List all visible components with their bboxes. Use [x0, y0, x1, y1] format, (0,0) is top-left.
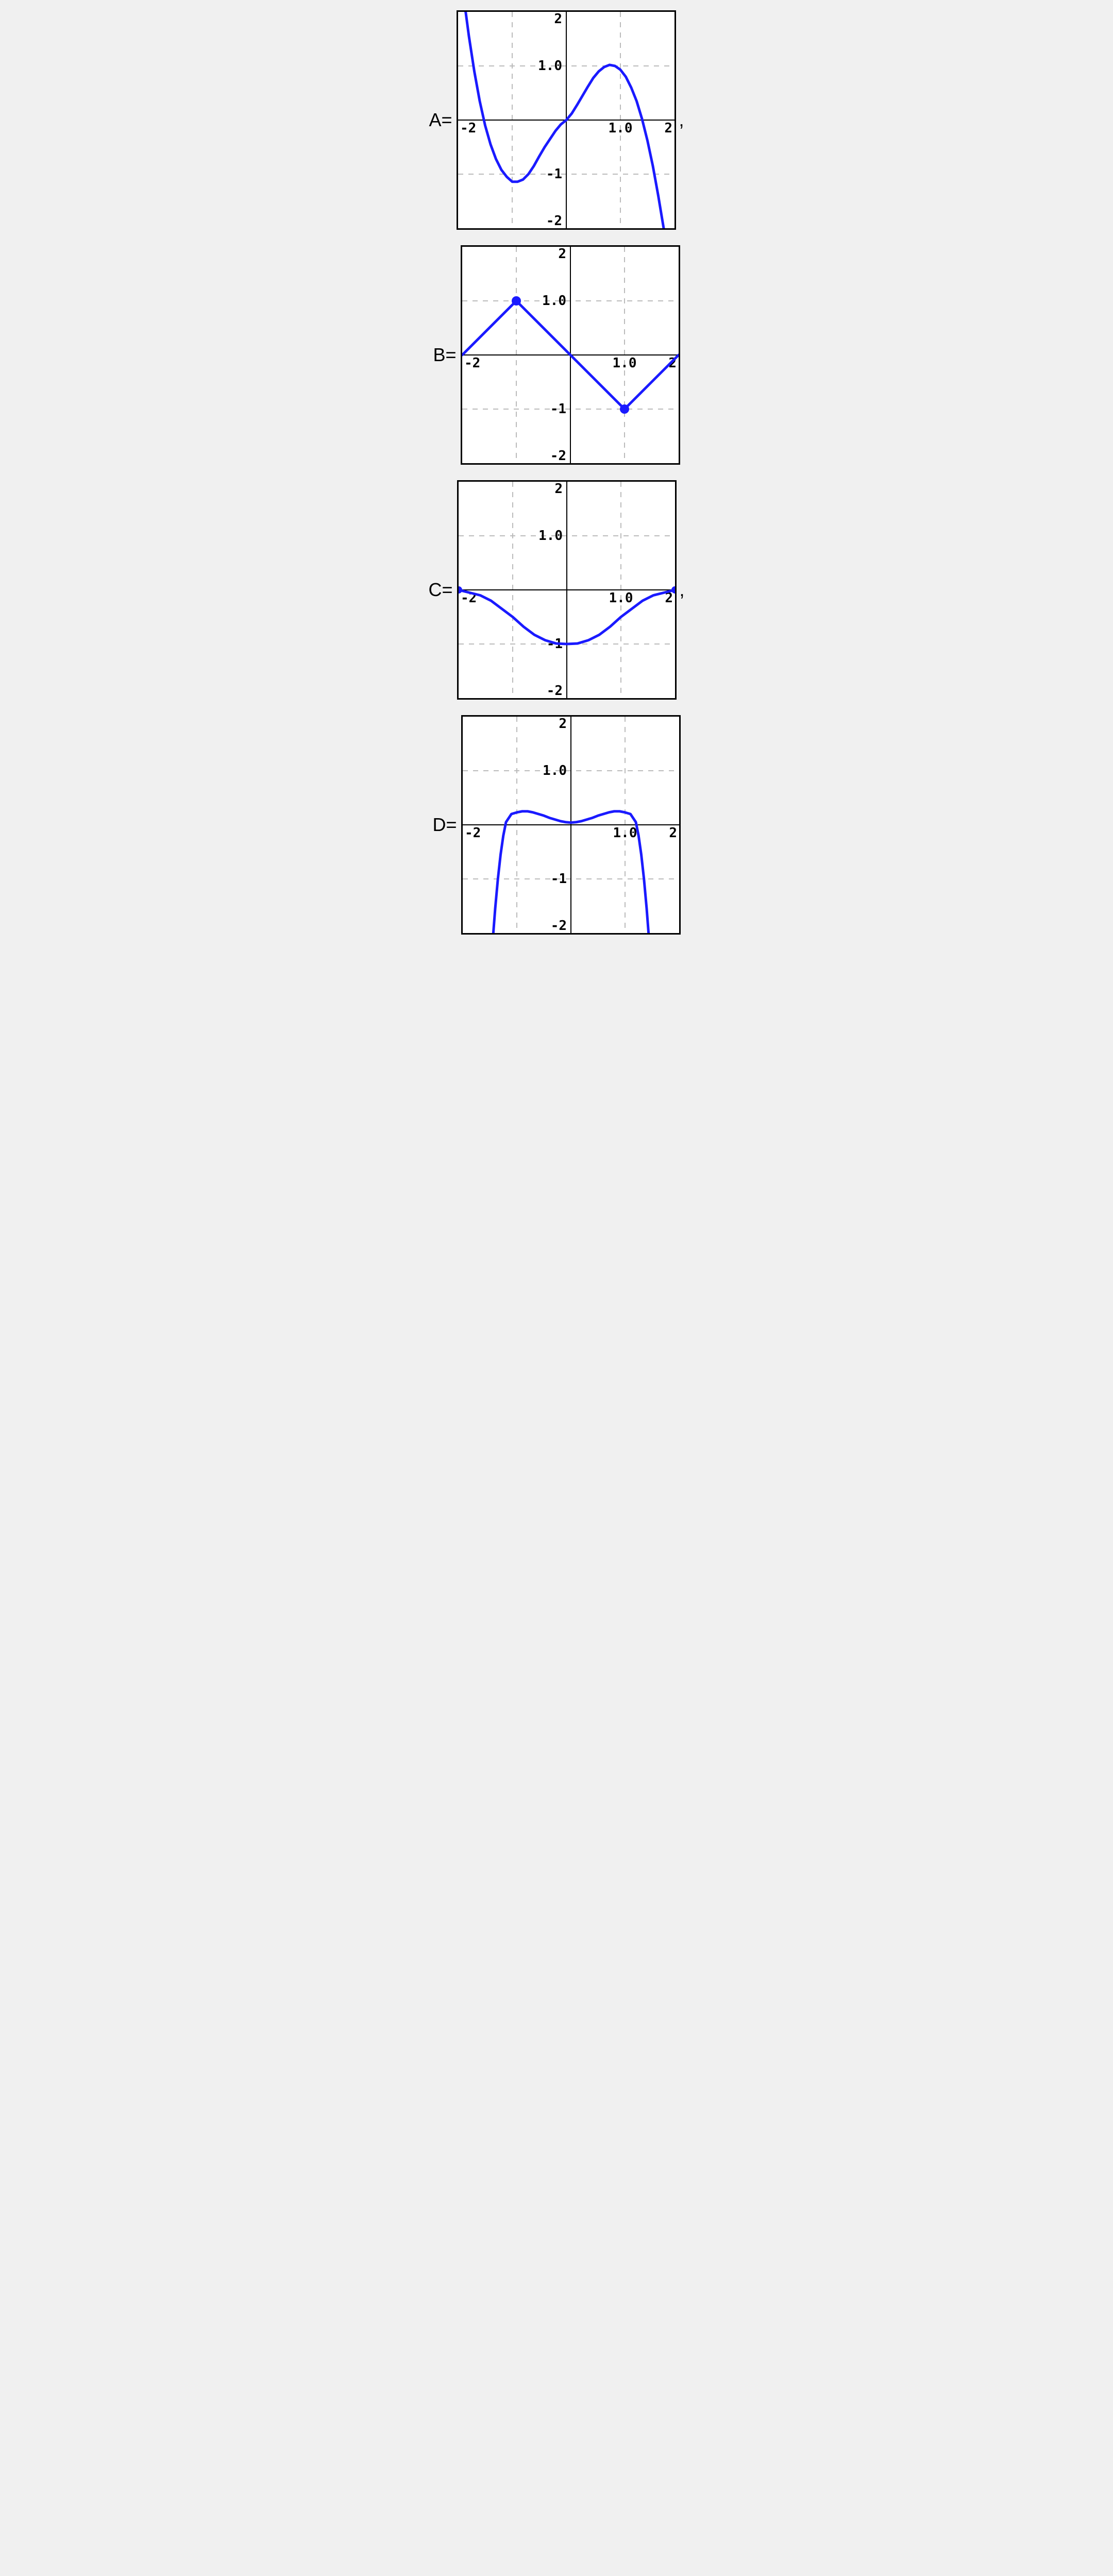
chart-label-a: A= — [429, 109, 452, 131]
svg-text:2: 2 — [558, 247, 566, 262]
svg-text:-2: -2 — [546, 213, 562, 228]
svg-text:1.0: 1.0 — [609, 590, 633, 606]
svg-text:1.0: 1.0 — [608, 121, 632, 136]
svg-text:-2: -2 — [550, 918, 566, 933]
charts-container: A= -2 1.0 2 -2 -1 1.0 2, B= -2 1.0 2 -2 -1 1.0 2 C= -2 1.0… — [5, 10, 1108, 935]
svg-text:2: 2 — [559, 717, 567, 732]
svg-text:-2: -2 — [546, 683, 562, 698]
trailing-comma: , — [679, 109, 684, 131]
svg-text:-2: -2 — [460, 121, 476, 136]
svg-text:-2: -2 — [550, 448, 566, 463]
chart-plot-d: -2 1.0 2 -2 -1 1.0 2 — [461, 715, 681, 935]
chart-row-d: D= -2 1.0 2 -2 -1 1.0 2 — [5, 715, 1108, 935]
svg-text:-1: -1 — [550, 871, 566, 887]
chart-label-d: D= — [432, 814, 457, 836]
chart-row-b: B=-21.02-2-11.02 — [5, 245, 1108, 465]
svg-text:1.0: 1.0 — [538, 528, 563, 544]
svg-text:2: 2 — [554, 482, 563, 497]
svg-text:1.0: 1.0 — [612, 355, 636, 371]
svg-text:2: 2 — [664, 121, 672, 136]
svg-text:-2: -2 — [465, 825, 481, 841]
svg-text:-1: -1 — [546, 166, 562, 182]
chart-plot-a: -2 1.0 2 -2 -1 1.0 2 — [457, 10, 676, 230]
svg-text:-1: -1 — [550, 401, 566, 417]
chart-plot-b: -21.02-2-11.02 — [461, 245, 680, 465]
svg-text:2: 2 — [554, 12, 562, 27]
trailing-comma: , — [680, 579, 685, 601]
svg-text:-2: -2 — [464, 355, 480, 371]
chart-row-a: A= -2 1.0 2 -2 -1 1.0 2, — [5, 10, 1108, 230]
svg-text:1.0: 1.0 — [613, 825, 637, 841]
svg-text:1.0: 1.0 — [538, 58, 562, 74]
svg-text:1.0: 1.0 — [543, 763, 567, 778]
svg-text:1.0: 1.0 — [542, 293, 566, 309]
chart-row-c: C=-21.02-2-11.02, — [5, 480, 1108, 700]
chart-label-c: C= — [428, 579, 452, 601]
chart-plot-c: -21.02-2-11.02 — [457, 480, 677, 700]
chart-label-b: B= — [433, 344, 456, 366]
svg-text:2: 2 — [669, 825, 677, 841]
